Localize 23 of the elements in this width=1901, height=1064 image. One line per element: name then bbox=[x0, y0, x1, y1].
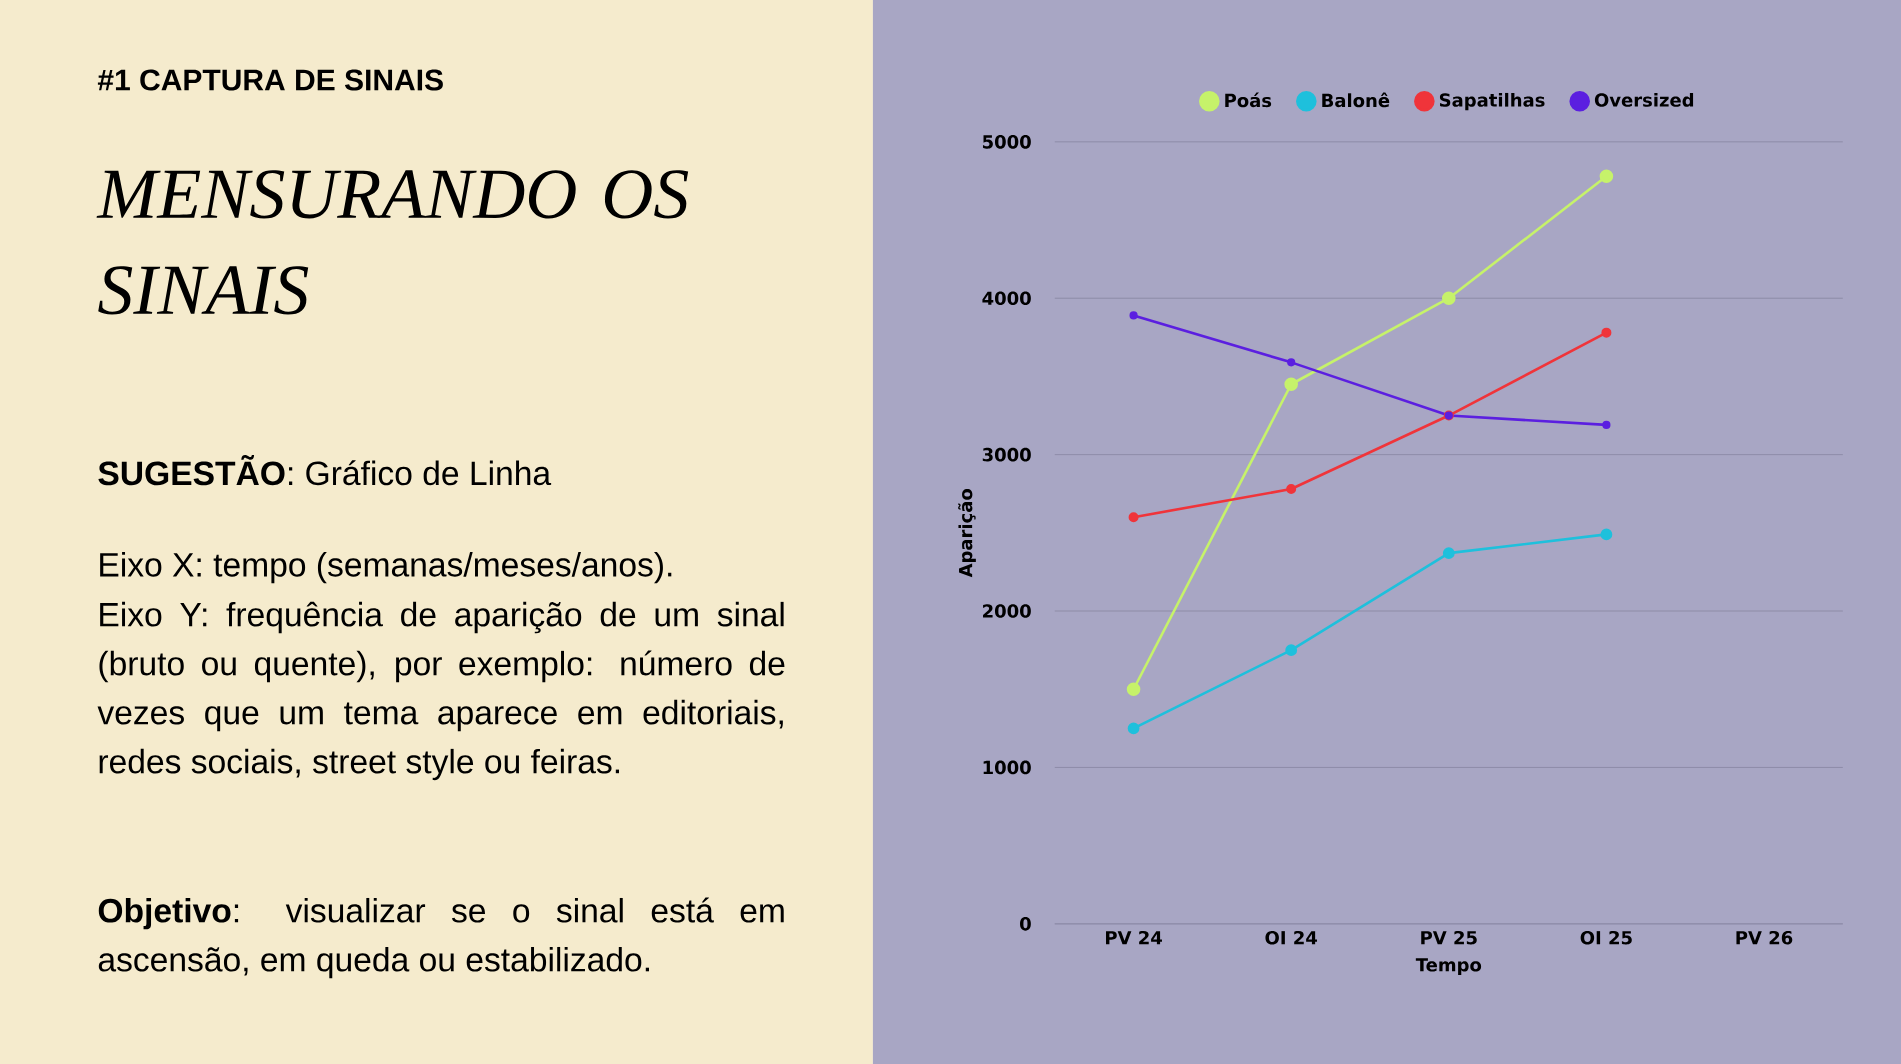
y-axis-title: Aparição bbox=[958, 488, 976, 578]
x-tick-label: PV 25 bbox=[1421, 930, 1477, 945]
y-tick-label: 3000 bbox=[982, 447, 1031, 462]
x-tick-label: PV 26 bbox=[1736, 930, 1793, 945]
legend-label: Balonê bbox=[1322, 92, 1390, 108]
text: SUGESTÃO: Gráfico de Linha bbox=[98, 454, 552, 486]
y-tick-label: 2000 bbox=[983, 604, 1031, 618]
text: Objetivo: visualizar se o sinal está em ascensão, em queda ou estabilizado. bbox=[98, 897, 784, 979]
y-tick-label: 4000 bbox=[982, 291, 1031, 305]
text: Eixo X: tempo (semanas/meses/anos). bbox=[100, 551, 672, 584]
y-tick-label: 0 bbox=[1020, 916, 1031, 931]
legend-label: Poás bbox=[1225, 92, 1272, 108]
legend-label: Sapatilhas bbox=[1439, 92, 1545, 111]
x-tick-label: OI 24 bbox=[1265, 930, 1318, 945]
x-tick-label: OI 25 bbox=[1580, 930, 1632, 945]
x-axis-title: Tempo bbox=[1415, 958, 1482, 975]
text: MENSURANDO OS SINAIS bbox=[96, 169, 689, 315]
legend-label: Oversized bbox=[1594, 92, 1694, 107]
y-tick-label: 1000 bbox=[983, 760, 1031, 775]
text: Eixo Y: frequência de aparição de um sinal (bruto ou quente), por exemplo: número de vezes que um tema aparece em editoriais, redes sociais, street style ou feiras. bbox=[97, 601, 785, 780]
y-tick-label: 5000 bbox=[982, 134, 1031, 149]
text: #1 CAPTURA DE SINAIS bbox=[97, 69, 443, 91]
x-tick-label: PV 24 bbox=[1106, 930, 1162, 945]
